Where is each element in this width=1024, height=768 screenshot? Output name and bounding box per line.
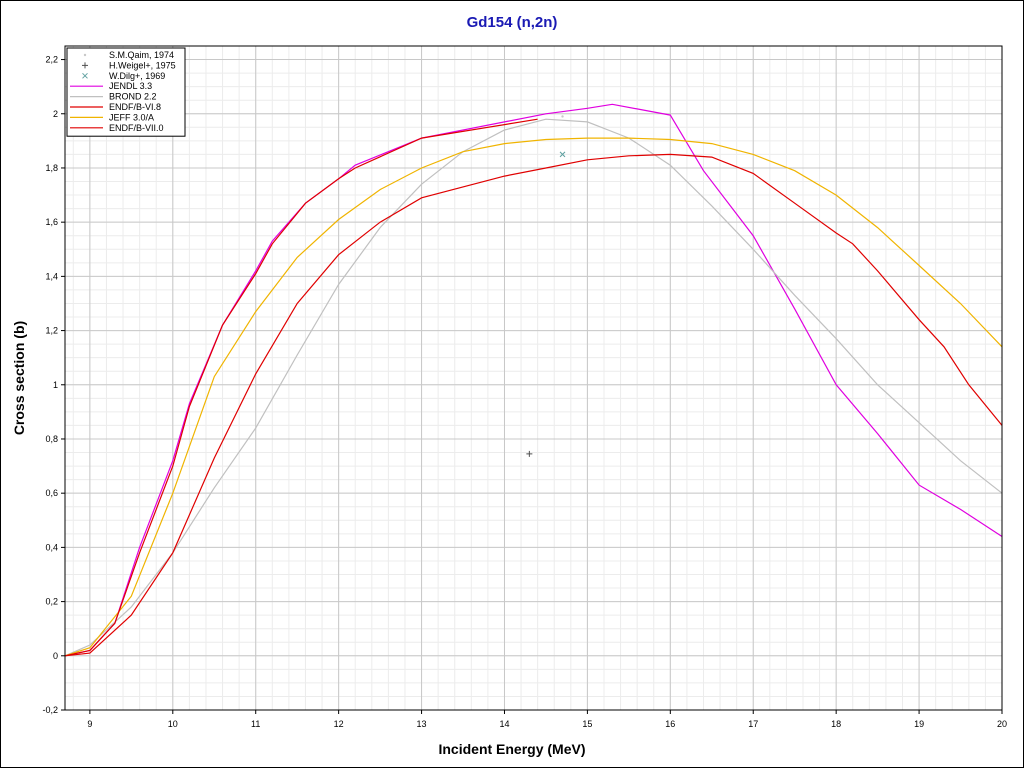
legend-label: JEFF 3.0/A (109, 112, 154, 122)
grid-lines (65, 45, 1003, 711)
y-tick-label: 2,2 (45, 55, 58, 65)
data-point (526, 450, 533, 457)
series-lines (64, 103, 1003, 657)
experimental-points (526, 115, 566, 457)
legend-label: JENDL 3.3 (109, 81, 152, 91)
x-tick-label: 10 (168, 719, 178, 729)
y-tick-label: 0,6 (45, 488, 58, 498)
legend-marker (82, 72, 88, 79)
x-tick-label: 13 (417, 719, 427, 729)
x-tick-label: 18 (831, 719, 841, 729)
y-tick-label: 1,8 (45, 163, 58, 173)
y-tick-label: 0,4 (45, 542, 58, 552)
y-tick-label: 0 (53, 651, 58, 661)
legend-marker (82, 62, 88, 69)
legend-label: ENDF/B-VII.0 (109, 123, 164, 133)
axes (61, 45, 1003, 714)
x-tick-label: 11 (251, 719, 260, 729)
x-tick-label: 9 (87, 719, 92, 729)
legend-label: S.M.Qaim, 1974 (109, 50, 174, 60)
y-tick-label: 1,2 (45, 326, 58, 336)
y-tick-label: 0,2 (45, 597, 58, 607)
y-tick-label: 1,6 (45, 217, 58, 227)
data-point (561, 115, 564, 118)
legend-label: H.Weigel+, 1975 (109, 60, 176, 70)
chart-title: Gd154 (n,2n) (466, 14, 558, 31)
legend-label: BROND 2.2 (109, 92, 157, 102)
y-tick-label: -0,2 (42, 705, 58, 715)
x-axis-label: Incident Energy (MeV) (438, 741, 586, 757)
plot-border (64, 45, 1003, 711)
x-tick-label: 17 (748, 719, 758, 729)
x-tick-label: 20 (997, 719, 1007, 729)
x-tick-label: 14 (499, 719, 509, 729)
x-tick-label: 16 (665, 719, 675, 729)
y-tick-label: 1 (53, 380, 58, 390)
legend-box (66, 47, 186, 137)
legend-marker (83, 53, 87, 57)
legend-label: W.Dilg+, 1969 (109, 71, 165, 81)
y-tick-label: 2 (53, 109, 58, 119)
y-tick-label: 1,4 (45, 271, 58, 281)
tick-labels: 9 10 11 12 13 14 15 16 17 18 19 20-0,200,20,40,60,8… (42, 55, 1007, 729)
y-tick-label: 0,8 (45, 434, 58, 444)
x-tick-label: 15 (582, 719, 592, 729)
x-tick-label: 12 (334, 719, 344, 729)
series-line (64, 118, 1003, 657)
series-line (64, 153, 1003, 657)
series-line (64, 103, 1003, 657)
series-line (64, 137, 1003, 657)
data-point (559, 151, 566, 158)
legend-label: ENDF/B-VI.8 (109, 102, 161, 112)
series-line (64, 118, 538, 657)
x-tick-label: 19 (914, 719, 924, 729)
